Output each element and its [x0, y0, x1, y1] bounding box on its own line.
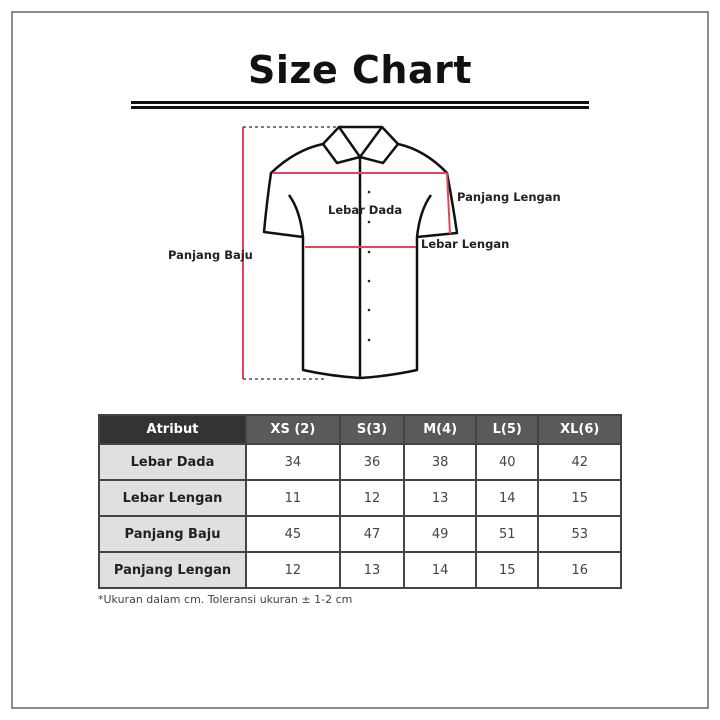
- table-cell: 47: [338, 515, 406, 553]
- table-cell: 12: [338, 479, 406, 517]
- table-cell: 45: [245, 515, 341, 553]
- row-label: Lebar Lengan: [98, 479, 247, 517]
- size-table: Atribut XS (2) S(3) M(4) L(5) XL(6) Leba…: [98, 414, 622, 589]
- header-cell: S(3): [338, 414, 406, 445]
- page-border: [11, 11, 709, 709]
- table-cell: 15: [475, 551, 540, 589]
- measure-lines: [242, 127, 451, 379]
- table-cell: 36: [338, 443, 406, 481]
- label-lebar-dada: Lebar Dada: [328, 203, 403, 217]
- table-row: Lebar Lengan 11 12 13 14 15: [98, 479, 622, 517]
- header-cell: XL(6): [537, 414, 622, 445]
- table-cell: 16: [537, 551, 622, 589]
- table-cell: 34: [245, 443, 341, 481]
- guide-lines: [243, 126, 339, 380]
- table-row: Panjang Lengan 12 13 14 15 16: [98, 551, 622, 589]
- sleeve-length-line: [446, 172, 451, 235]
- row-label: Lebar Dada: [98, 443, 247, 481]
- table-cell: 14: [475, 479, 540, 517]
- table-cell: 49: [403, 515, 478, 553]
- table-cell: 12: [245, 551, 341, 589]
- header-cell: M(4): [403, 414, 478, 445]
- row-label: Panjang Lengan: [98, 551, 247, 589]
- table-row: Lebar Dada 34 36 38 40 42: [98, 443, 622, 481]
- table-cell: 11: [245, 479, 341, 517]
- shirt-buttons: [367, 190, 371, 342]
- row-label: Panjang Baju: [98, 515, 247, 553]
- table-cell: 40: [475, 443, 540, 481]
- tolerance-note: *Ukuran dalam cm. Toleransi ukuran ± 1-2…: [98, 593, 353, 606]
- table-cell: 13: [403, 479, 478, 517]
- table-header-row: Atribut XS (2) S(3) M(4) L(5) XL(6): [98, 414, 622, 445]
- page-title: Size Chart: [247, 48, 472, 92]
- table-cell: 53: [537, 515, 622, 553]
- label-panjang-baju: Panjang Baju: [168, 248, 253, 262]
- label-panjang-lengan: Panjang Lengan: [457, 190, 561, 204]
- table-cell: 51: [475, 515, 540, 553]
- header-cell: Atribut: [98, 414, 247, 445]
- table-row: Panjang Baju 45 47 49 51 53: [98, 515, 622, 553]
- shirt-outline: [262, 125, 459, 380]
- header-cell: XS (2): [245, 414, 341, 445]
- table-cell: 42: [537, 443, 622, 481]
- table-cell: 13: [338, 551, 406, 589]
- title-divider-top: [131, 101, 589, 104]
- table-cell: 14: [403, 551, 478, 589]
- label-lebar-lengan: Lebar Lengan: [421, 237, 510, 251]
- header-cell: L(5): [475, 414, 540, 445]
- title-divider-bottom: [131, 106, 589, 109]
- table-cell: 15: [537, 479, 622, 517]
- table-cell: 38: [403, 443, 478, 481]
